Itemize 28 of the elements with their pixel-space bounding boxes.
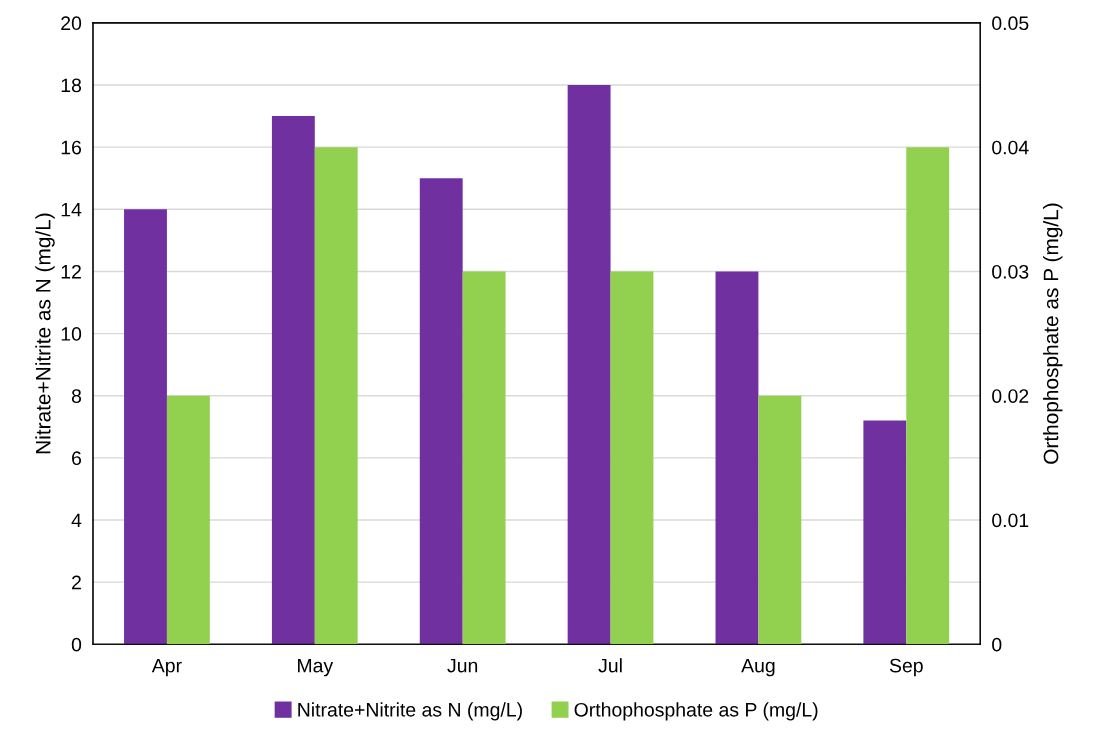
y-tick-label: 12: [61, 264, 81, 279]
x-tick-label: May: [298, 658, 334, 677]
legend-label: Orthophosphate as P (mg/L): [574, 702, 818, 721]
x-tick-label: Jun: [447, 658, 478, 673]
x-tick-label: Apr: [151, 658, 182, 677]
y2-tick-label: 0.01: [992, 513, 1029, 528]
x-tick-label: Aug: [741, 658, 775, 677]
y2-tick-label: 0.02: [992, 389, 1029, 403]
y2-tick-label: 0.04: [992, 140, 1029, 155]
y-tick-label: 18: [61, 78, 82, 93]
y2-tick-label: 0: [992, 637, 1002, 652]
y-tick-label: 14: [61, 202, 82, 217]
legend-label: Nitrate+Nitrite as N (mg/L): [298, 702, 522, 721]
x-tick-label: Sep: [889, 658, 923, 677]
y2-tick-label: 0.03: [992, 264, 1029, 279]
y2-tick-label: 0.05: [992, 16, 1029, 31]
x-tick-label: Jul: [598, 658, 622, 673]
y-tick-label: 16: [61, 140, 82, 155]
y-tick-label: 6: [72, 451, 82, 466]
y-tick-label: 4: [71, 513, 82, 528]
y-tick-label: 20: [61, 16, 82, 31]
y-axis-title: Nitrate+Nitrite as N (mg/L): [35, 213, 55, 454]
y2-axis-title: Orthophosphate as P (mg/L): [1043, 203, 1063, 464]
y-tick-label: 2: [72, 575, 81, 590]
y-tick-label: 10: [61, 327, 82, 341]
y-tick-label: 0: [71, 637, 82, 652]
bar: [906, 147, 950, 645]
y-tick-label: 8: [71, 389, 82, 403]
